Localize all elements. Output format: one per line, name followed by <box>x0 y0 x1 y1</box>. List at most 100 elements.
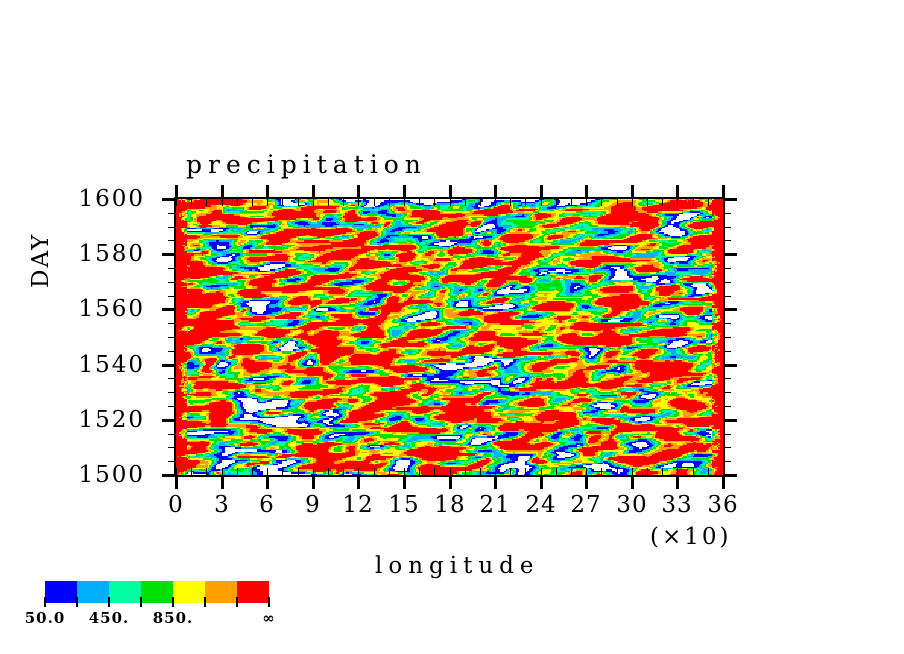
x-major-tick <box>585 475 588 489</box>
x-minor-tick <box>419 468 420 475</box>
x-minor-tick <box>282 199 283 206</box>
y-tick-label: 1580 <box>78 241 145 267</box>
x-axis-title: longitude <box>375 553 540 579</box>
x-tick-label: 33 <box>661 492 693 518</box>
x-major-tick <box>403 185 406 199</box>
x-minor-tick <box>434 468 435 475</box>
x-minor-tick <box>267 199 268 206</box>
y-minor-tick <box>168 447 176 448</box>
y-minor-tick <box>723 392 731 393</box>
y-minor-tick <box>168 323 176 324</box>
y-minor-tick <box>723 240 731 241</box>
x-tick-label: 0 <box>168 492 184 518</box>
x-major-tick <box>722 185 725 199</box>
x-major-tick <box>540 185 543 199</box>
colorbar-tick <box>204 597 206 607</box>
colorbar-tick <box>140 597 142 607</box>
x-minor-tick <box>571 468 572 475</box>
y-minor-tick <box>168 254 176 255</box>
x-tick-label: 12 <box>342 492 374 518</box>
y-minor-tick <box>168 309 176 310</box>
colorbar-label: 50.0 <box>24 609 66 627</box>
y-minor-tick <box>168 337 176 338</box>
colorbar-swatch-1 <box>77 581 109 603</box>
x-minor-tick <box>693 199 694 206</box>
y-minor-tick <box>168 378 176 379</box>
x-minor-tick <box>222 468 223 475</box>
y-minor-tick <box>168 296 176 297</box>
x-minor-tick <box>358 468 359 475</box>
colorbar-swatch-0 <box>45 581 77 603</box>
colorbar-ticks <box>44 581 270 613</box>
x-minor-tick <box>480 199 481 206</box>
colorbar-tick <box>44 597 46 607</box>
colorbar-label: ∞ <box>262 609 276 627</box>
x-major-tick <box>722 475 725 489</box>
x-major-tick <box>676 185 679 199</box>
y-minor-tick <box>723 434 731 435</box>
x-minor-tick <box>176 199 177 206</box>
x-minor-tick <box>601 199 602 206</box>
y-tick-label: 1520 <box>78 407 145 433</box>
colorbar-swatch-6 <box>237 581 269 603</box>
y-minor-tick <box>723 378 731 379</box>
x-major-tick <box>357 185 360 199</box>
x-major-tick <box>312 185 315 199</box>
colorbar-tick <box>172 597 174 607</box>
x-minor-tick <box>617 468 618 475</box>
x-major-tick <box>175 185 178 199</box>
x-tick-label: 9 <box>305 492 321 518</box>
colorbar-tick <box>76 597 78 607</box>
x-minor-tick <box>450 199 451 206</box>
x-minor-tick <box>404 468 405 475</box>
x-minor-tick <box>525 199 526 206</box>
x-major-tick <box>449 475 452 489</box>
x-major-tick <box>540 475 543 489</box>
y-minor-tick <box>723 447 731 448</box>
x-minor-tick <box>708 468 709 475</box>
x-tick-label: 3 <box>214 492 230 518</box>
x-minor-tick <box>434 199 435 206</box>
y-minor-tick <box>723 213 731 214</box>
x-minor-tick <box>541 199 542 206</box>
page-title: precipitation <box>186 150 427 179</box>
x-tick-label: 36 <box>707 492 739 518</box>
x-minor-tick <box>313 199 314 206</box>
colorbar-swatch-2 <box>109 581 141 603</box>
x-minor-tick <box>525 468 526 475</box>
y-tick-label: 1500 <box>78 462 145 488</box>
x-minor-tick <box>389 468 390 475</box>
x-minor-tick <box>556 468 557 475</box>
x-minor-tick <box>586 199 587 206</box>
y-tick-label: 1540 <box>78 352 145 378</box>
x-axis-multiplier: (×10) <box>650 524 732 550</box>
x-minor-tick <box>556 199 557 206</box>
colorbar-tick <box>236 597 238 607</box>
x-axis-tick-labels: 0 3 6 9 12 15 18 21 24 27 30 33 36 <box>168 492 737 522</box>
x-minor-tick <box>222 199 223 206</box>
x-minor-tick <box>237 468 238 475</box>
x-minor-tick <box>677 468 678 475</box>
x-minor-tick <box>586 468 587 475</box>
x-major-tick <box>266 185 269 199</box>
x-tick-label: 24 <box>525 492 557 518</box>
y-minor-tick <box>168 199 176 200</box>
x-minor-tick <box>495 199 496 206</box>
y-tick-label: 1560 <box>78 296 145 322</box>
y-minor-tick <box>168 282 176 283</box>
x-minor-tick <box>298 199 299 206</box>
x-minor-tick <box>176 468 177 475</box>
x-minor-tick <box>662 468 663 475</box>
colorbar-tick <box>108 597 110 607</box>
colorbar-label: 850. <box>152 609 194 627</box>
x-minor-tick <box>252 468 253 475</box>
x-minor-tick <box>358 199 359 206</box>
x-minor-tick <box>632 468 633 475</box>
x-minor-tick <box>677 199 678 206</box>
x-minor-tick <box>662 199 663 206</box>
x-minor-tick <box>389 199 390 206</box>
x-major-tick <box>585 185 588 199</box>
x-minor-tick <box>267 468 268 475</box>
colorbar-swatches <box>45 581 269 603</box>
heatmap-canvas <box>176 199 723 475</box>
